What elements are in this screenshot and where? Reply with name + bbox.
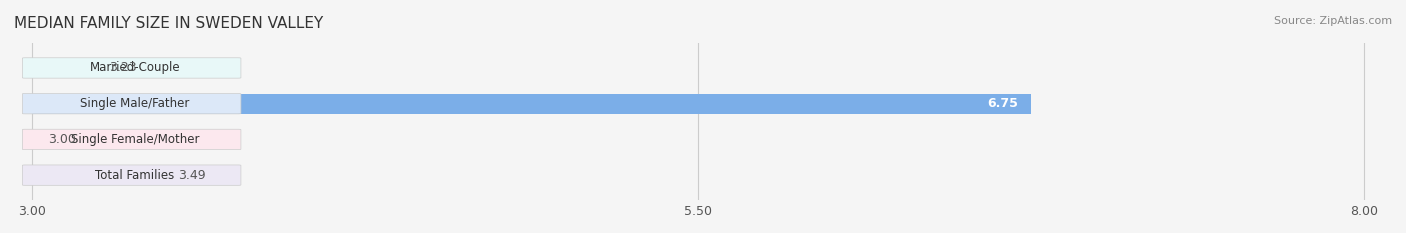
Bar [32,58,93,78]
FancyBboxPatch shape [22,165,240,185]
Text: 3.49: 3.49 [179,169,205,182]
FancyBboxPatch shape [22,129,240,150]
FancyBboxPatch shape [22,58,240,78]
FancyBboxPatch shape [22,93,240,114]
Text: 3.00: 3.00 [48,133,76,146]
Text: 3.23: 3.23 [110,62,136,75]
Text: Single Female/Mother: Single Female/Mother [70,133,200,146]
Text: Total Families: Total Families [96,169,174,182]
Text: Source: ZipAtlas.com: Source: ZipAtlas.com [1274,16,1392,26]
Text: 6.75: 6.75 [987,97,1018,110]
Bar [32,165,162,185]
Text: Married-Couple: Married-Couple [90,62,180,75]
Text: MEDIAN FAMILY SIZE IN SWEDEN VALLEY: MEDIAN FAMILY SIZE IN SWEDEN VALLEY [14,16,323,31]
Bar [32,94,1031,113]
Text: Single Male/Father: Single Male/Father [80,97,190,110]
